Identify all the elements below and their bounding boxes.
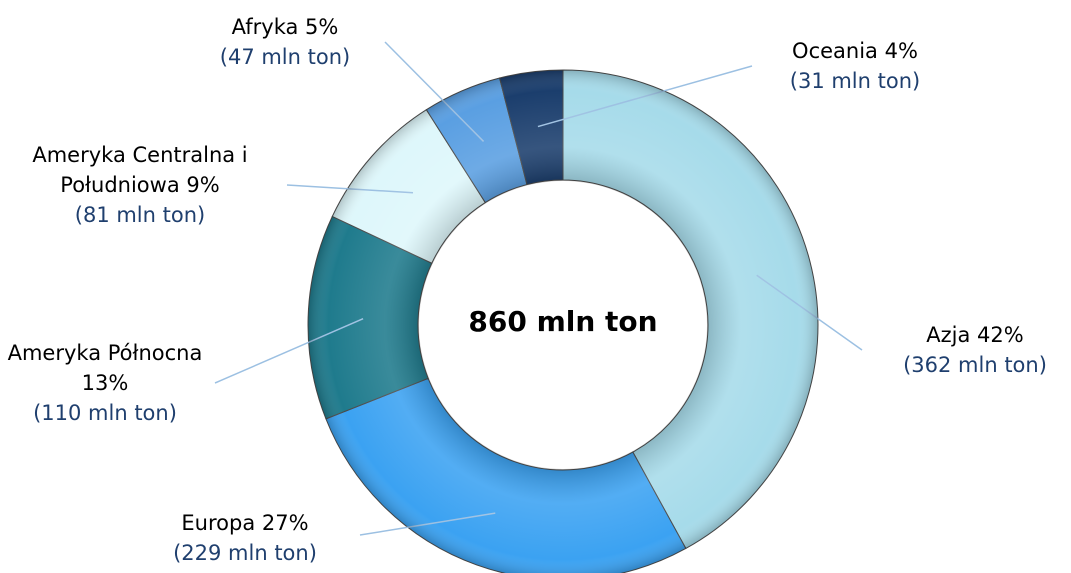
- category-label: Azja: [926, 323, 971, 347]
- center-label: 860 mln ton: [468, 305, 658, 338]
- sublabel: (362 mln ton): [903, 353, 1047, 377]
- data-label: Ameryka Północna 13% (110 mln ton): [0, 338, 210, 428]
- sublabel: (110 mln ton): [33, 401, 177, 425]
- value-label: 4%: [884, 39, 918, 63]
- data-label: Oceania 4% (31 mln ton): [755, 36, 955, 96]
- value-label: 27%: [261, 511, 309, 535]
- value-label: 13%: [81, 371, 129, 395]
- data-label: Ameryka Centralna i Południowa 9% (81 mln…: [0, 140, 280, 230]
- sublabel: (31 mln ton): [789, 69, 921, 93]
- sublabel: (81 mln ton): [74, 203, 206, 227]
- category-label: Afryka: [231, 15, 299, 39]
- sublabel: (229 mln ton): [173, 541, 317, 565]
- category-label: Ameryka Centralna i Południowa: [32, 143, 248, 197]
- value-label: 5%: [305, 15, 339, 39]
- data-label: Azja 42% (362 mln ton): [880, 320, 1070, 380]
- ring-hole: [419, 181, 707, 469]
- value-label: 42%: [977, 323, 1024, 347]
- category-label: Ameryka Północna: [7, 341, 203, 365]
- data-label: Europa 27% (229 mln ton): [140, 508, 350, 568]
- category-label: Oceania: [792, 39, 878, 63]
- data-label: Afryka 5% (47 mln ton): [185, 12, 385, 72]
- sublabel: (47 mln ton): [219, 45, 351, 69]
- category-label: Europa: [181, 511, 256, 535]
- value-label: 9%: [186, 173, 220, 197]
